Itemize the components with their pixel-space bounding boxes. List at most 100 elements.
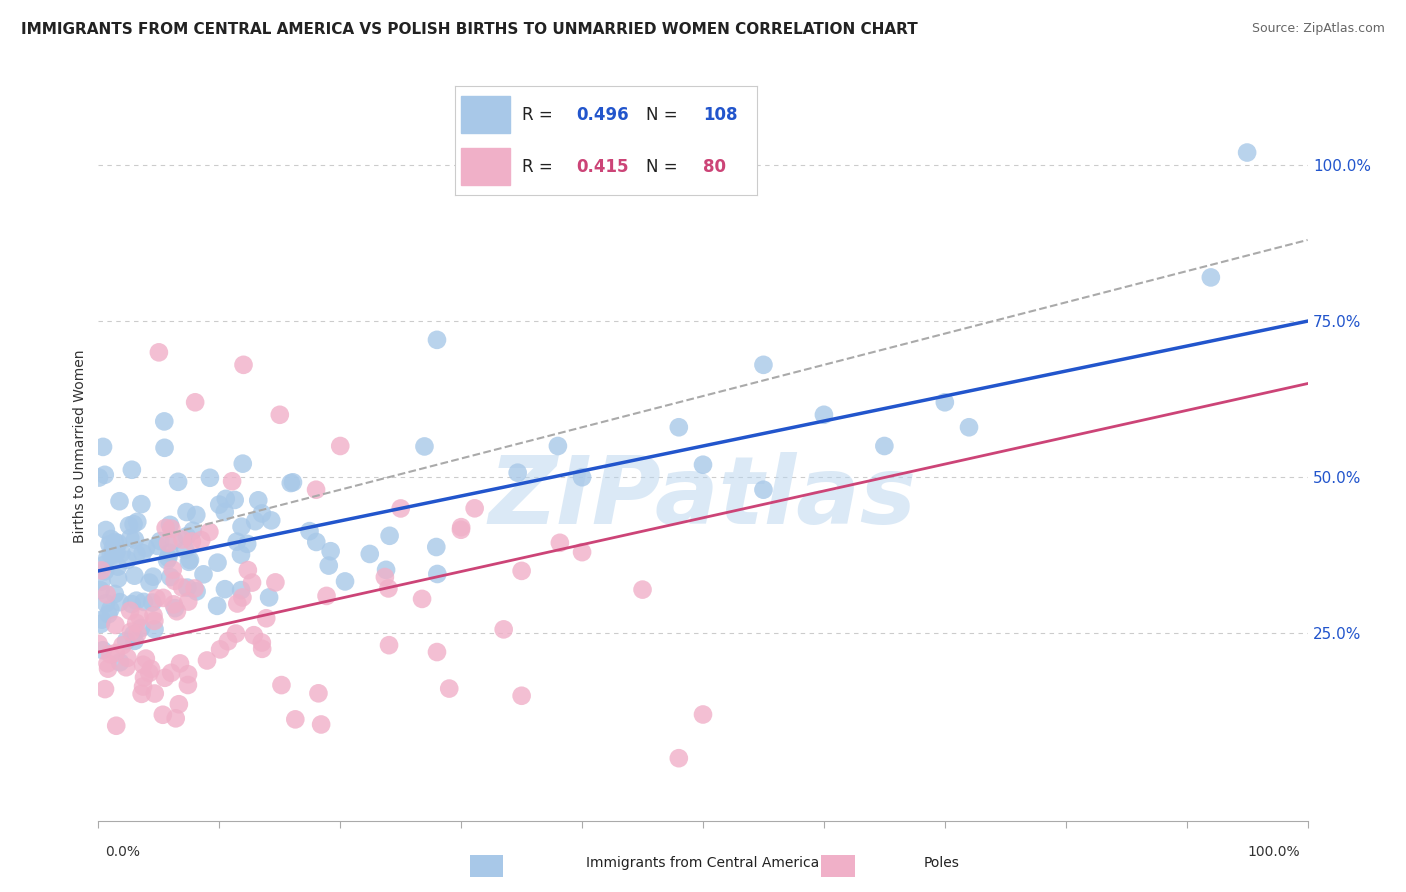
Point (93, 558, 115, 572)
Point (692, 458, 714, 472)
Point (260, 513, 283, 527)
Point (281, 475, 304, 490)
Point (148, 345, 170, 359)
Point (439, 681, 461, 696)
Point (510, 564, 533, 578)
Point (450, 520, 472, 534)
Point (450, 523, 472, 537)
Point (250, 635, 273, 649)
Point (96, 550, 118, 565)
Point (413, 439, 436, 453)
Point (135, 651, 157, 665)
Point (426, 645, 449, 659)
Point (752, 483, 775, 497)
Point (169, 657, 191, 671)
Point (224, 492, 246, 507)
Point (131, 687, 153, 701)
Point (229, 583, 252, 598)
Point (243, 514, 266, 528)
Point (117, 650, 139, 665)
Point (333, 574, 356, 589)
Point (692, 707, 714, 722)
Point (374, 570, 396, 584)
Point (94, 564, 117, 578)
Point (124, 633, 146, 648)
Point (631, 582, 654, 597)
Point (315, 589, 337, 603)
Point (205, 599, 228, 613)
Point (145, 591, 167, 606)
Point (90, 574, 112, 589)
Point (165, 711, 187, 725)
Point (104, 534, 127, 549)
Point (97, 662, 120, 676)
Point (177, 678, 200, 692)
Point (160, 522, 183, 536)
Point (125, 547, 148, 561)
Point (146, 539, 169, 553)
Point (94, 523, 117, 537)
Point (247, 493, 270, 508)
Point (96, 587, 118, 601)
Point (571, 545, 593, 559)
Point (117, 553, 139, 567)
Point (141, 596, 163, 610)
Point (377, 582, 399, 596)
Point (198, 471, 221, 485)
Point (163, 601, 186, 615)
Point (464, 501, 486, 516)
Point (91, 440, 114, 454)
Text: Source: ZipAtlas.com: Source: ZipAtlas.com (1251, 22, 1385, 36)
Point (107, 559, 129, 574)
Point (108, 595, 131, 609)
Point (186, 584, 208, 599)
Point (209, 642, 232, 657)
Point (172, 533, 194, 547)
Point (254, 611, 277, 625)
Point (225, 626, 247, 640)
Point (181, 524, 204, 538)
Point (184, 395, 207, 409)
Point (250, 507, 273, 521)
Point (176, 581, 198, 595)
Point (101, 541, 124, 555)
Point (120, 604, 142, 618)
Point (257, 591, 280, 605)
Point (162, 598, 184, 612)
Text: Immigrants from Central America: Immigrants from Central America (586, 855, 820, 870)
Point (1199, 270, 1222, 285)
Point (425, 540, 447, 554)
Point (176, 529, 198, 543)
Point (359, 547, 381, 561)
Point (307, 686, 329, 700)
Point (378, 638, 401, 652)
Point (176, 505, 198, 519)
Point (100, 548, 122, 562)
Point (87, 470, 110, 484)
Point (152, 591, 174, 605)
Point (284, 712, 307, 726)
Point (426, 566, 449, 581)
Point (120, 531, 142, 545)
Point (159, 546, 181, 560)
Point (104, 618, 127, 632)
Point (160, 665, 183, 680)
Text: 0.0%: 0.0% (105, 845, 141, 859)
Point (90, 616, 112, 631)
Point (132, 671, 155, 685)
Point (236, 563, 259, 577)
Point (122, 517, 145, 532)
Point (143, 614, 166, 628)
Point (87, 637, 110, 651)
Point (957, 420, 980, 434)
Point (231, 519, 253, 533)
Point (873, 439, 896, 453)
Point (752, 358, 775, 372)
Point (132, 680, 155, 694)
Point (125, 593, 148, 607)
Point (118, 518, 141, 533)
Point (90, 563, 112, 577)
Point (172, 581, 194, 595)
Point (548, 536, 571, 550)
Point (318, 558, 340, 573)
